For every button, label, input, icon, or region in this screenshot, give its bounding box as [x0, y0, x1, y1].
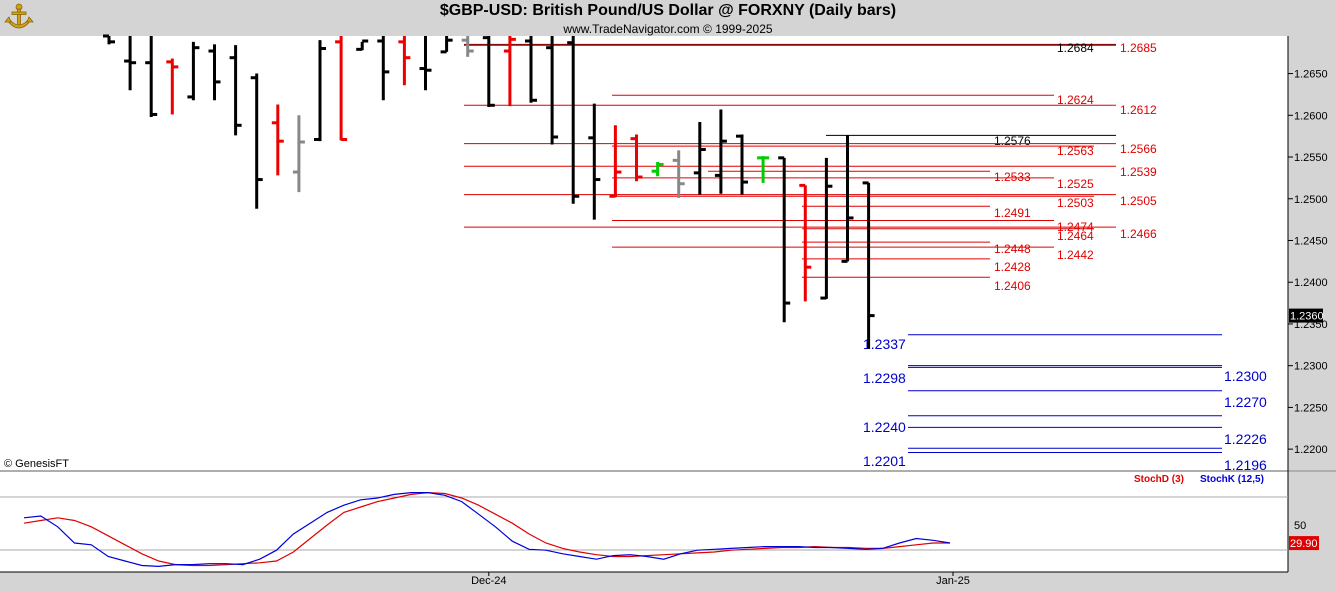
ohlc-bar: [546, 36, 559, 145]
price-tick-label: 1.2450: [1294, 235, 1328, 247]
ohlc-bar: [778, 156, 791, 323]
ohlc-bar: [609, 125, 622, 198]
chart-subtitle: www.TradeNavigator.com © 1999-2025: [563, 22, 773, 36]
ohlc-bar: [461, 36, 474, 57]
level-label: 1.2566: [1120, 142, 1157, 156]
stoch-last-badge: [1289, 536, 1319, 551]
ohlc-bar: [124, 36, 137, 91]
price-tick-label: 1.2650: [1294, 69, 1328, 81]
ohlc-bar: [588, 103, 601, 220]
ohlc-bar: [567, 36, 580, 204]
price-tick-label: 1.2400: [1294, 277, 1328, 289]
price-panel: [0, 36, 1288, 470]
level-label: 1.2466: [1120, 227, 1157, 241]
last-price-label: 1.2360: [1290, 311, 1324, 323]
price-tick-label: 1.2500: [1294, 194, 1328, 206]
level-label: 1.2428: [994, 260, 1031, 274]
ohlc-bar: [398, 36, 411, 86]
level-label: 1.2270: [1224, 394, 1267, 410]
ohlc-bar: [145, 36, 158, 117]
chart-header: $GBP-USD: British Pound/US Dollar @ FORX…: [0, 0, 1336, 36]
chart-title: $GBP-USD: British Pound/US Dollar @ FORX…: [439, 2, 897, 19]
level-label: 1.2240: [863, 419, 906, 435]
level-label: 1.2442: [1057, 248, 1094, 262]
ohlc-bar: [862, 181, 875, 349]
stoch-d-legend: StochD (3): [1134, 474, 1184, 485]
ohlc-bar: [208, 44, 221, 101]
level-label: 1.2685: [1120, 41, 1157, 55]
level-label: 1.2491: [994, 206, 1031, 220]
ohlc-bar: [229, 45, 242, 136]
level-label: 1.2448: [994, 242, 1031, 256]
ohlc-bar: [841, 135, 854, 263]
level-label: 1.2684: [1057, 41, 1094, 55]
ohlc-bar: [651, 162, 664, 177]
level-label: 1.2298: [863, 370, 906, 386]
price-tick-label: 1.2250: [1294, 402, 1328, 414]
ohlc-bar: [292, 115, 305, 193]
price-tick-label: 1.2200: [1294, 444, 1328, 456]
indicator-panel: [0, 472, 1288, 572]
price-tick-label: 1.2550: [1294, 152, 1328, 164]
level-label: 1.2337: [863, 336, 906, 352]
stoch-last-label: 29.90: [1290, 538, 1318, 550]
time-tick-label: Jan-25: [936, 575, 970, 587]
price-tick-label: 1.2300: [1294, 361, 1328, 373]
ohlc-bar: [736, 134, 748, 195]
stoch-k-legend: StochK (12,5): [1200, 474, 1264, 485]
ohlc-bar: [335, 36, 348, 141]
level-label: 1.2576: [994, 134, 1031, 148]
level-label: 1.2525: [1057, 177, 1094, 191]
copyright-label: © GenesisFT: [4, 458, 69, 470]
ohlc-bar: [820, 157, 833, 300]
stoch-50-label: 50: [1294, 520, 1306, 532]
ohlc-bar: [799, 183, 812, 302]
level-label: 1.2406: [994, 279, 1031, 293]
level-label: 1.2563: [1057, 144, 1094, 158]
last-price-badge: [1289, 308, 1323, 323]
level-label: 1.2300: [1224, 368, 1267, 384]
level-label: 1.2201: [863, 453, 906, 469]
ohlc-bar: [440, 36, 453, 54]
ohlc-bar: [187, 41, 200, 101]
level-label: 1.2226: [1224, 431, 1267, 447]
ohlc-bar: [356, 39, 369, 51]
ohlc-bar: [714, 109, 727, 194]
level-label: 1.2539: [1120, 165, 1157, 179]
ohlc-bar: [314, 40, 326, 142]
ohlc-bar: [503, 36, 516, 107]
gold-anchor-logo-icon: [4, 3, 34, 29]
ohlc-bar: [250, 73, 263, 209]
ohlc-bar: [419, 36, 432, 91]
ohlc-bar: [103, 34, 115, 45]
ohlc-bar: [377, 36, 390, 101]
level-label: 1.2533: [994, 170, 1031, 184]
ohlc-bar: [672, 150, 685, 198]
ohlc-bar: [757, 156, 770, 183]
level-label: 1.2612: [1120, 103, 1157, 117]
ohlc-bar: [525, 36, 537, 103]
level-label: 1.2624: [1057, 93, 1094, 107]
price-tick-label: 1.2600: [1294, 110, 1328, 122]
level-label: 1.2196: [1224, 457, 1267, 473]
level-label: 1.2503: [1057, 196, 1094, 210]
level-label: 1.2464: [1057, 229, 1094, 243]
ohlc-bar: [630, 134, 643, 182]
level-label: 1.2505: [1120, 194, 1157, 208]
ohlc-bar: [482, 36, 495, 107]
stoch-k-line: [23, 492, 951, 568]
ohlc-bar: [166, 58, 179, 115]
ohlc-bar: [693, 121, 706, 195]
time-tick-label: Dec-24: [471, 575, 506, 587]
ohlc-bar: [271, 104, 284, 176]
